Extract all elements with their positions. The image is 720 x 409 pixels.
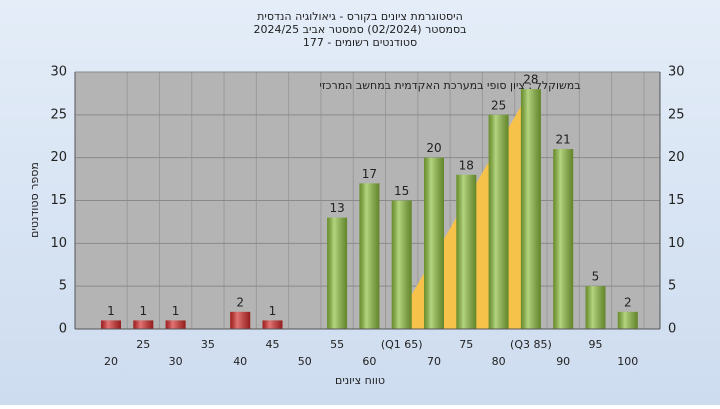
bar-shade — [359, 183, 380, 329]
bar-shade — [520, 89, 541, 329]
y-tick-label: 25 — [668, 107, 685, 122]
x-tick-label: 70 — [427, 355, 441, 368]
x-tick-label: 75 — [459, 338, 473, 351]
x-tick-label: 50 — [298, 355, 312, 368]
data-label: 1 — [269, 304, 277, 318]
x-tick-label: 30 — [169, 355, 183, 368]
y-axis-label: מספר סטודנטים — [28, 162, 41, 238]
y-tick-label: 20 — [668, 150, 685, 165]
data-label: 2 — [236, 295, 244, 309]
bar-shade — [424, 157, 444, 329]
data-label: 1 — [107, 304, 115, 318]
data-label: 28 — [523, 73, 538, 87]
y-tick-label: 15 — [50, 193, 67, 208]
data-label: 15 — [394, 184, 409, 198]
x-tick-label: (Q1 65) — [381, 338, 423, 351]
bar-shade — [456, 174, 477, 329]
data-label: 25 — [491, 98, 506, 112]
y-tick-label: 30 — [668, 65, 685, 80]
x-tick-label: (Q3 85) — [510, 338, 552, 351]
y-tick-label: 25 — [50, 107, 67, 122]
bar-shade — [488, 114, 509, 329]
y-tick-label: 10 — [50, 236, 67, 251]
chart-title: היסטוגרמת ציונים בקורס - גיאולוגיה הנדסי… — [257, 10, 463, 23]
data-label: 18 — [459, 158, 474, 172]
x-tick-label: 20 — [104, 355, 118, 368]
y-tick-label: 15 — [668, 193, 685, 208]
data-label: 5 — [592, 270, 600, 284]
x-tick-label: 55 — [330, 338, 344, 351]
bar-shade — [230, 311, 251, 329]
annotation: במשוקלל : ציון סופי במערכת האקדמית במחשב… — [319, 79, 580, 92]
y-tick-label: 20 — [50, 150, 67, 165]
x-tick-label: 60 — [362, 355, 376, 368]
bar-shade — [553, 149, 574, 329]
bar-shade — [585, 286, 606, 329]
y-tick-label: 0 — [59, 322, 67, 337]
y-tick-label: 5 — [668, 279, 676, 294]
x-tick-label: 40 — [233, 355, 247, 368]
x-axis-label: טווח ציונים — [335, 374, 385, 387]
bar-shade — [165, 320, 186, 329]
x-tick-label: 90 — [556, 355, 570, 368]
data-label: 21 — [556, 133, 571, 147]
data-label: 1 — [172, 304, 180, 318]
chart-subtitle: סטודנטים רשומים - 177 — [303, 36, 417, 49]
y-tick-label: 5 — [59, 279, 67, 294]
x-tick-label: 35 — [201, 338, 215, 351]
y-tick-label: 30 — [50, 65, 67, 80]
bar-shade — [617, 311, 638, 329]
bar-shade — [133, 320, 154, 329]
bar-shade — [327, 217, 348, 329]
x-tick-label: 80 — [492, 355, 506, 368]
data-label: 1 — [139, 304, 147, 318]
data-label: 2 — [624, 295, 632, 309]
bar-shade — [101, 320, 121, 329]
x-tick-label: 45 — [266, 338, 280, 351]
x-tick-label: 100 — [617, 355, 638, 368]
x-tick-label: 95 — [589, 338, 603, 351]
x-tick-label: 25 — [136, 338, 150, 351]
data-label: 17 — [362, 167, 377, 181]
bar-shade — [391, 200, 412, 329]
data-label: 13 — [329, 201, 344, 215]
y-tick-label: 0 — [668, 322, 676, 337]
data-label: 20 — [426, 141, 441, 155]
chart-subtitle: בסמסטר (02/2024) סמסטר אביב 2024/25 — [253, 23, 466, 36]
y-tick-label: 10 — [668, 236, 685, 251]
bar-shade — [262, 320, 283, 329]
